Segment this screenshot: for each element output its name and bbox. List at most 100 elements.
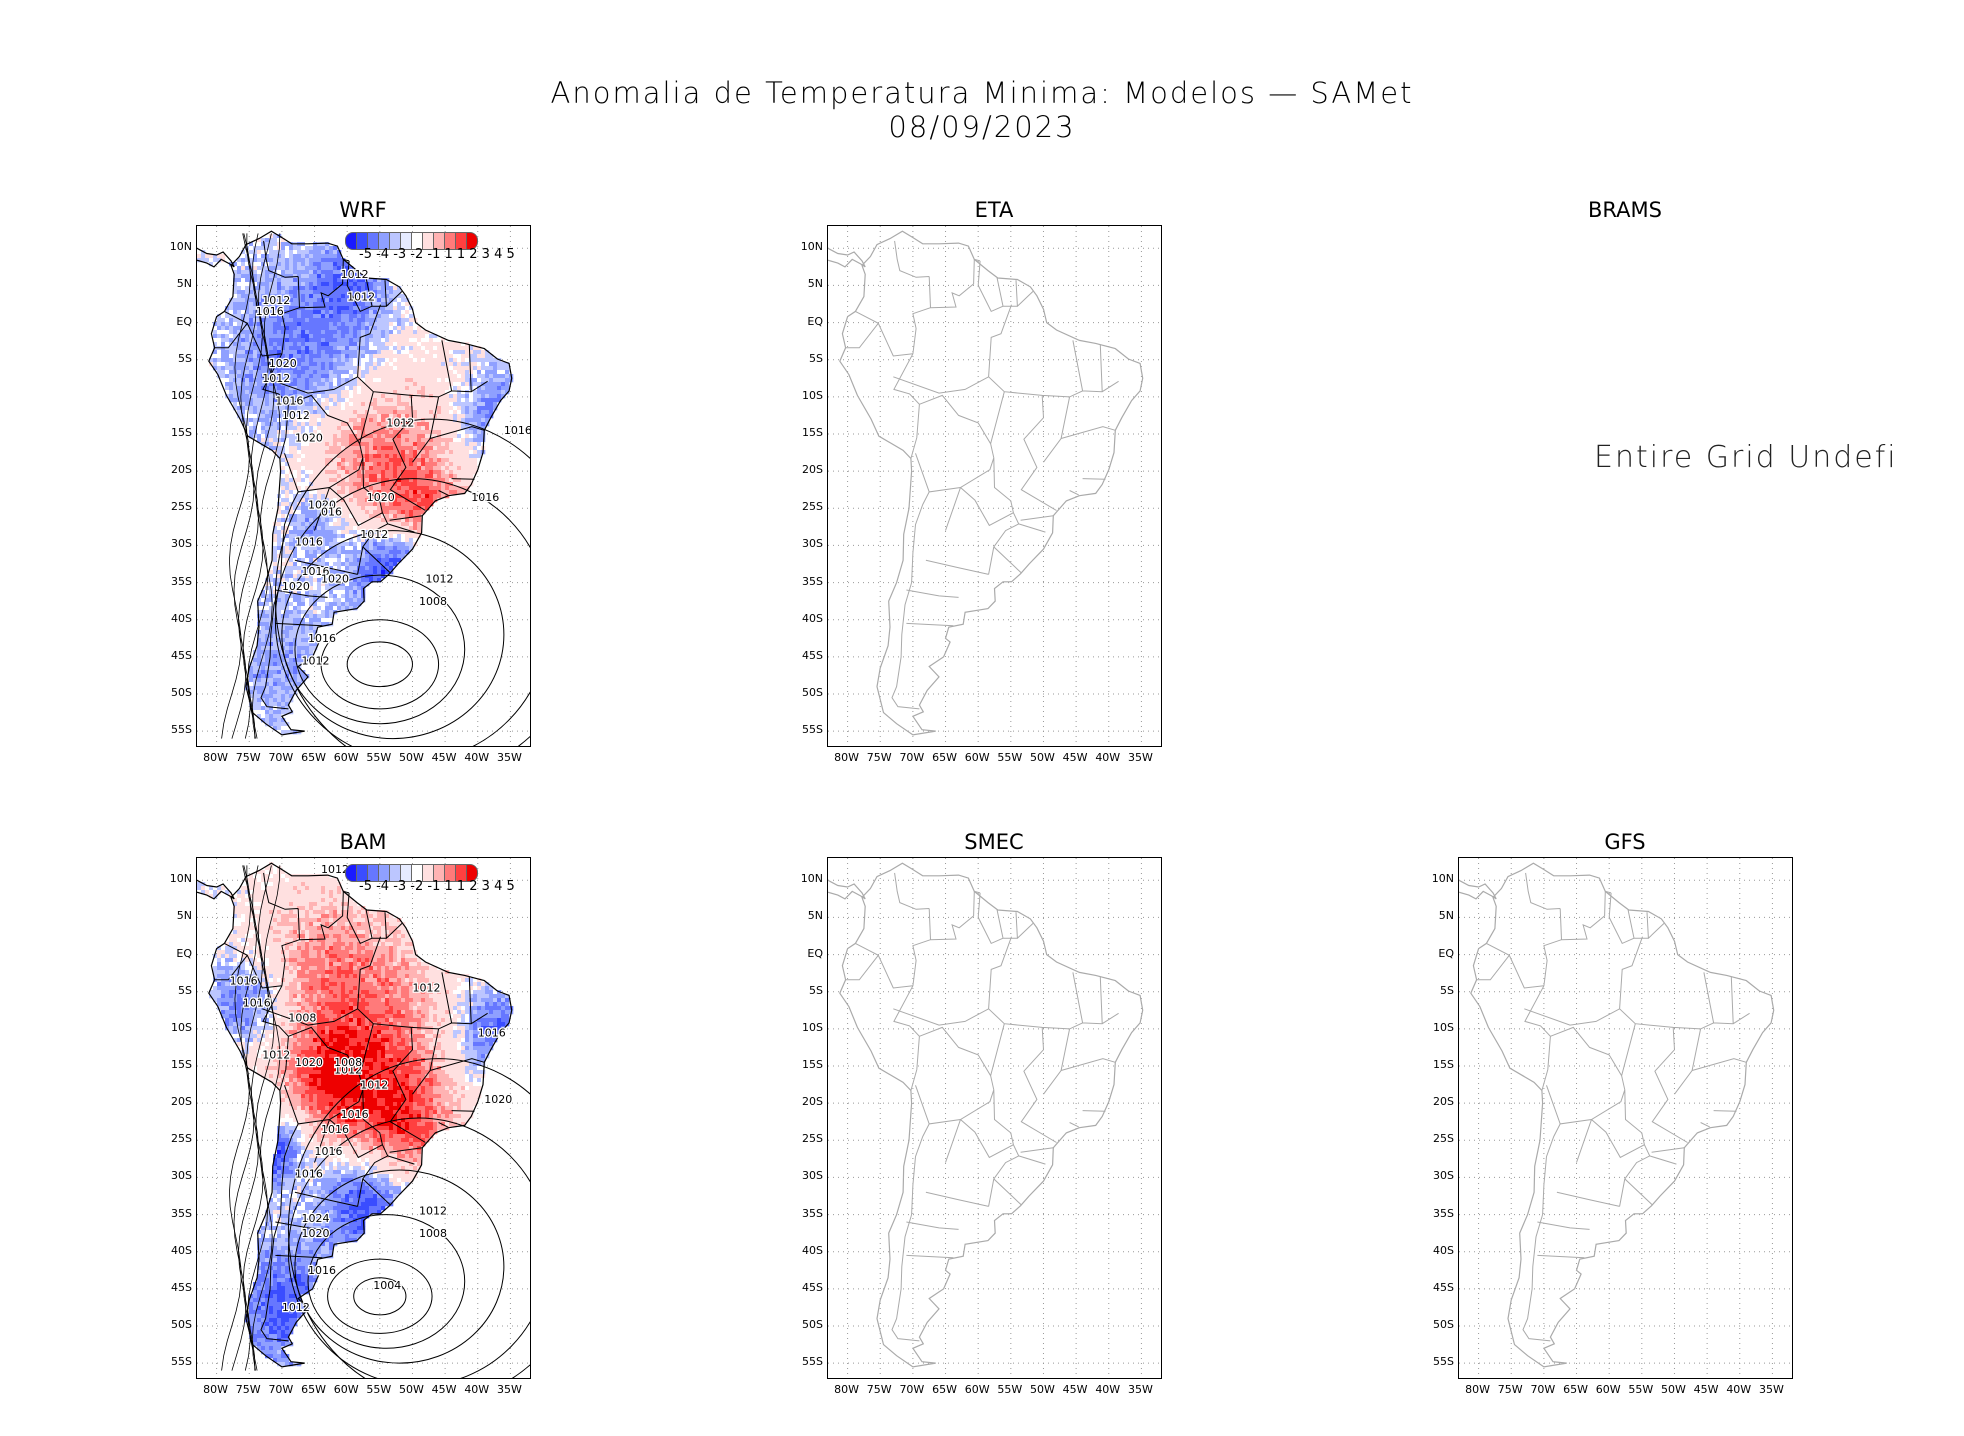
lon-tick-label: 65W [301,1383,326,1396]
contour-label: 016 [321,506,342,519]
political-borders [845,240,1119,710]
lat-tick-label: EQ [807,946,823,960]
contour-label: 1020 [269,357,297,370]
contour-label: 1020 [295,1056,323,1069]
anomaly-field [197,230,514,735]
lat-tick-label: 35S [171,574,192,588]
contour-label: 1016 [315,1145,343,1158]
lat-tick-label: EQ [176,946,192,960]
lat-tick-label: 45S [171,1280,192,1294]
lon-tick-label: 75W [1497,1383,1523,1396]
lat-tick-label: 50S [802,1318,823,1331]
contour-label: 1016 [230,974,258,987]
lon-tick-label: 70W [899,1383,925,1396]
lon-tick-label: 80W [834,1383,860,1396]
lon-tick-label: 80W [203,751,229,764]
lon-tick-label: 50W [399,1383,424,1396]
contour-label: 1016 [301,565,329,578]
lon-tick-label: 70W [268,1383,294,1396]
lat-tick-label: 5S [809,351,823,365]
contour-label: 1020 [295,431,323,444]
contour-label: 1016 [341,1108,369,1121]
figure-date: 08/09/2023 [888,110,1076,144]
colorbar-segment [466,864,478,882]
lon-tick-label: 75W [866,1383,892,1396]
map-bam: 1012 1016 1016 1008 1012 1012 1016 1012 1020 1008… [196,857,531,1379]
contour-label: 1012 [386,417,414,430]
lon-tick-label: 70W [268,751,294,764]
panel-title-brams: BRAMS [1588,198,1662,222]
lon-tick-label: 40W [464,751,490,764]
lon-tick-label: 60W [964,751,990,764]
colorbar-segment [466,232,478,250]
lat-tick-label: 30S [171,1169,192,1183]
contour-label: 1012 [262,1049,290,1062]
lat-tick-label: 50S [802,686,823,699]
lon-tick-label: 80W [1465,1383,1491,1396]
lon-tick-label: 60W [333,1383,359,1396]
contour-label: 1016 [295,1167,323,1180]
map-eta [827,225,1162,747]
contour-label: 1020 [367,491,395,504]
contour-label: 1016 [504,424,530,437]
lon-tick-label: 55W [366,1383,392,1396]
lon-tick-label: 40W [1095,1383,1121,1396]
lat-tick-label: EQ [807,314,823,328]
coastline [828,230,1144,736]
lat-tick-label: 50S [171,1318,192,1331]
lat-tick-label: 15S [1433,1058,1454,1071]
lat-tick-label: 45S [1433,1280,1454,1294]
colorbar [345,864,478,882]
lon-tick-label: 45W [431,751,457,764]
lat-tick-label: EQ [1438,946,1454,960]
lon-tick-label: 75W [235,1383,261,1396]
lon-tick-label: 40W [1726,1383,1752,1396]
lat-tick-label: 45S [802,648,823,662]
contour-label: 1012 [419,1205,447,1218]
lon-tick-label: 50W [1030,1383,1055,1396]
contour-label: 1016 [308,1264,336,1277]
lat-tick-label: 35S [171,1206,192,1220]
grid-lines [828,858,1161,1378]
lat-tick-label: 40S [802,1243,823,1257]
contour-label: 1016 [295,535,323,548]
lat-tick-label: 5S [809,983,823,997]
lat-tick-label: 30S [1433,1169,1454,1183]
contour-label: 1012 [282,409,310,422]
contour-label: 1020 [484,1093,512,1106]
grid-lines [1459,858,1792,1378]
contour-label: 1020 [321,573,349,586]
colorbar-labels: -5 -4 -3 -2 -1 1 1 2 3 4 5 [359,247,515,262]
lon-tick-label: 65W [932,751,957,764]
lat-tick-label: 30S [171,537,192,551]
lat-tick-label: 20S [1433,1095,1454,1109]
contour-label: 1008 [334,1056,362,1069]
lat-tick-label: 20S [171,1095,192,1109]
lat-tick-label: 5S [178,351,192,365]
lat-tick-label: 30S [802,1169,823,1183]
map-gfs [1458,857,1793,1379]
lon-tick-label: 55W [997,751,1023,764]
lat-tick-label: 10S [802,1020,823,1034]
contour-label: 1016 [321,1123,349,1136]
contour-label: 1012 [334,1063,362,1076]
contour-label: 1020 [308,498,336,511]
lat-tick-label: 5N [807,277,823,291]
map-wrf: 1012 1012 1016 1012 1020 1012 1016 1012 1020 1012… [196,225,531,747]
contour-label: 1020 [282,580,310,593]
panel-title-gfs: GFS [1604,830,1646,854]
panel-title-smec: SMEC [964,830,1024,854]
panel-title-bam: BAM [339,830,387,854]
contour-label: 1012 [321,863,349,876]
lat-tick-label: 10S [1433,1020,1454,1034]
lat-tick-label: 55S [1433,1355,1454,1369]
lat-tick-label: 20S [802,1095,823,1109]
lon-tick-label: 45W [1062,1383,1088,1396]
lat-tick-label: 55S [802,1355,823,1369]
contour-label: 1012 [360,1078,388,1091]
lat-tick-label: 45S [802,1280,823,1294]
lon-tick-label: 65W [301,751,326,764]
lat-tick-label: 10N [1431,872,1454,886]
panel-title-eta: ETA [974,198,1014,222]
lon-tick-label: 50W [399,751,424,764]
